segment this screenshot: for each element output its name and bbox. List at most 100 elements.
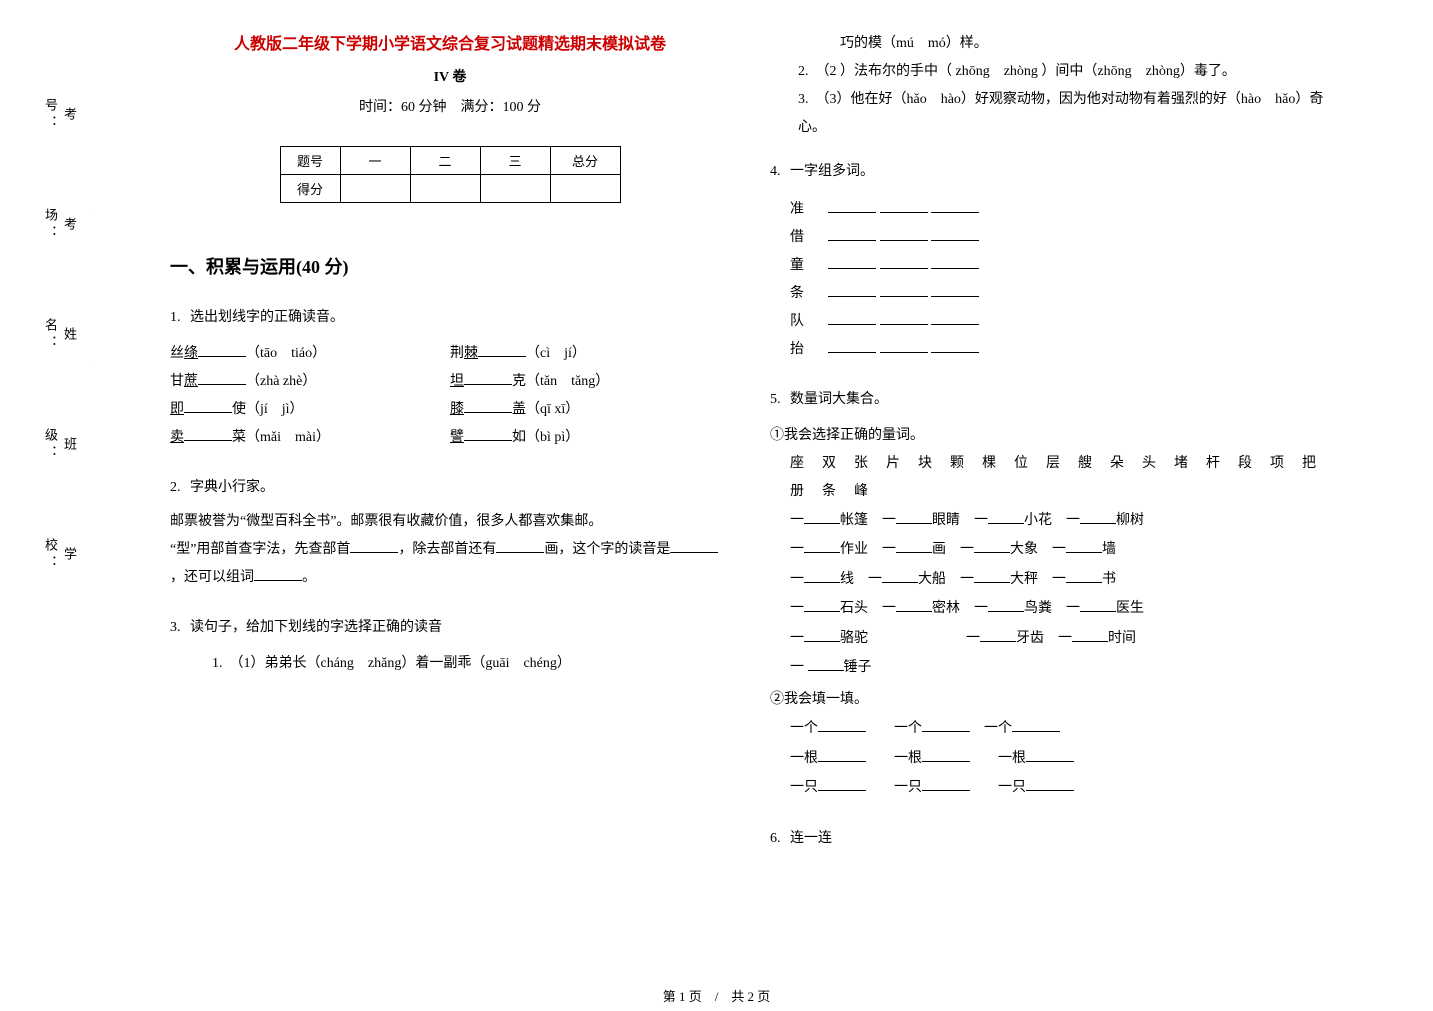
q5-fill-tail1: 一骆驼 一牙齿 一时间 (770, 624, 1330, 653)
answer-blank[interactable] (804, 537, 840, 553)
answer-blank[interactable] (804, 596, 840, 612)
answer-blank[interactable] (198, 369, 246, 385)
answer-blank[interactable] (974, 567, 1010, 583)
answer-blank[interactable] (464, 397, 512, 413)
score-cell[interactable] (480, 175, 550, 203)
question-6: 6. 连一连 (770, 825, 1330, 853)
answer-blank[interactable] (818, 716, 866, 732)
q4-prompt: 一字组多词。 (790, 164, 874, 179)
answer-blank[interactable] (896, 596, 932, 612)
answer-blank[interactable] (880, 253, 928, 269)
answer-blank[interactable] (988, 508, 1024, 524)
answer-blank[interactable] (922, 716, 970, 732)
answer-blank[interactable] (931, 281, 979, 297)
answer-blank[interactable] (880, 225, 928, 241)
answer-blank[interactable] (828, 337, 876, 353)
page-footer: 第 1 页 / 共 2 页 (0, 986, 1433, 1005)
question-1: 1. 选出划线字的正确读音。 丝绦（tāo tiáo） 荆棘（cì jí） 甘蔗… (170, 304, 730, 452)
score-cell[interactable] (410, 175, 480, 203)
q1-line1-left: 丝绦（tāo tiáo） (170, 340, 450, 368)
q5-fill-row: 一作业 一画 一大象 一墙 (770, 535, 1330, 564)
q3-prompt: 读句子，给加下划线的字选择正确的读音 (190, 620, 442, 635)
answer-blank[interactable] (931, 225, 979, 241)
answer-blank[interactable] (464, 369, 512, 385)
answer-blank[interactable] (1026, 775, 1074, 791)
answer-blank[interactable] (198, 341, 246, 357)
answer-blank[interactable] (1066, 567, 1102, 583)
q1-prompt: 选出划线字的正确读音。 (190, 310, 344, 325)
exam-title: 人教版二年级下学期小学语文综合复习试题精选期末模拟试卷 (170, 30, 730, 54)
answer-blank[interactable] (922, 746, 970, 762)
sealing-line: ……………○……………线……………○……………封……………○……………密…………… (95, 60, 97, 950)
answer-blank[interactable] (988, 596, 1024, 612)
margin-label-school: 学校： (41, 530, 79, 580)
answer-blank[interactable] (880, 197, 928, 213)
margin-label-examid: 考号： (41, 90, 79, 140)
q1-line2-left: 甘蔗（zhà zhè） (170, 368, 450, 396)
answer-blank[interactable] (496, 537, 544, 553)
answer-blank[interactable] (896, 508, 932, 524)
q2-body1: 邮票被誉为“微型百科全书”。邮票很有收藏价值，很多人都喜欢集邮。 (170, 508, 730, 536)
answer-blank[interactable] (804, 508, 840, 524)
answer-blank[interactable] (882, 567, 918, 583)
q1-line4-right: 譬如（bì pì） (450, 424, 730, 452)
score-col-2: 二 (410, 147, 480, 175)
score-row-label: 得分 (280, 175, 340, 203)
score-cell[interactable] (550, 175, 620, 203)
answer-blank[interactable] (478, 341, 526, 357)
answer-blank[interactable] (1066, 537, 1102, 553)
q1-line4-left: 卖菜（mǎi mài） (170, 424, 450, 452)
answer-blank[interactable] (828, 197, 876, 213)
answer-blank[interactable] (1080, 596, 1116, 612)
answer-blank[interactable] (828, 253, 876, 269)
answer-blank[interactable] (922, 775, 970, 791)
answer-blank[interactable] (670, 537, 718, 553)
q3-sub1: 1. （1）弟弟长（cháng zhǎng）着一副乖（guāi chéng） (170, 650, 730, 678)
q5-rowA: 一个 一个 一个 (770, 714, 1330, 743)
score-cell[interactable] (340, 175, 410, 203)
answer-blank[interactable] (880, 281, 928, 297)
answer-blank[interactable] (464, 425, 512, 441)
answer-blank[interactable] (818, 746, 866, 762)
answer-blank[interactable] (808, 655, 844, 671)
answer-blank[interactable] (828, 281, 876, 297)
answer-blank[interactable] (818, 775, 866, 791)
q3-sub1-cont: 巧的模（mú mó）样。 (770, 30, 1330, 58)
answer-blank[interactable] (931, 197, 979, 213)
answer-blank[interactable] (1080, 508, 1116, 524)
section-1-head: 一、积累与运用(40 分) (170, 253, 730, 279)
answer-blank[interactable] (828, 225, 876, 241)
left-column: 人教版二年级下学期小学语文综合复习试题精选期末模拟试卷 IV 卷 时间：60 分… (150, 30, 750, 990)
answer-blank[interactable] (804, 567, 840, 583)
answer-blank[interactable] (931, 337, 979, 353)
q5-sub1: ①我会选择正确的量词。 (770, 422, 1330, 450)
q1-num: 1. (170, 310, 181, 325)
answer-blank[interactable] (931, 309, 979, 325)
page-body: 人教版二年级下学期小学语文综合复习试题精选期末模拟试卷 IV 卷 时间：60 分… (150, 30, 1410, 990)
margin-label-room: 考场： (41, 200, 79, 250)
answer-blank[interactable] (1072, 626, 1108, 642)
answer-blank[interactable] (804, 626, 840, 642)
answer-blank[interactable] (880, 309, 928, 325)
q5-prompt: 数量词大集合。 (790, 392, 888, 407)
answer-blank[interactable] (350, 537, 398, 553)
q1-line3-right: 膝盖（qī xī） (450, 396, 730, 424)
answer-blank[interactable] (254, 565, 302, 581)
answer-blank[interactable] (828, 309, 876, 325)
answer-blank[interactable] (1012, 716, 1060, 732)
answer-blank[interactable] (184, 397, 232, 413)
answer-blank[interactable] (931, 253, 979, 269)
score-table: 题号 一 二 三 总分 得分 (280, 146, 621, 203)
answer-blank[interactable] (1026, 746, 1074, 762)
exam-timing: 时间：60 分钟 满分：100 分 (170, 96, 730, 116)
answer-blank[interactable] (880, 337, 928, 353)
answer-blank[interactable] (184, 425, 232, 441)
answer-blank[interactable] (980, 626, 1016, 642)
q2-prompt: 字典小行家。 (190, 480, 274, 495)
question-5: 5. 数量词大集合。 ①我会选择正确的量词。 座 双 张 片 块 颗 棵 位 层… (770, 386, 1330, 803)
answer-blank[interactable] (896, 537, 932, 553)
q5-num: 5. (770, 392, 781, 407)
q5-fill-row: 一石头 一密林 一鸟粪 一医生 (770, 594, 1330, 623)
answer-blank[interactable] (974, 537, 1010, 553)
q5-measures: 座 双 张 片 块 颗 棵 位 层 艘 朵 头 堵 杆 段 项 把 册 条 峰 (770, 450, 1330, 506)
